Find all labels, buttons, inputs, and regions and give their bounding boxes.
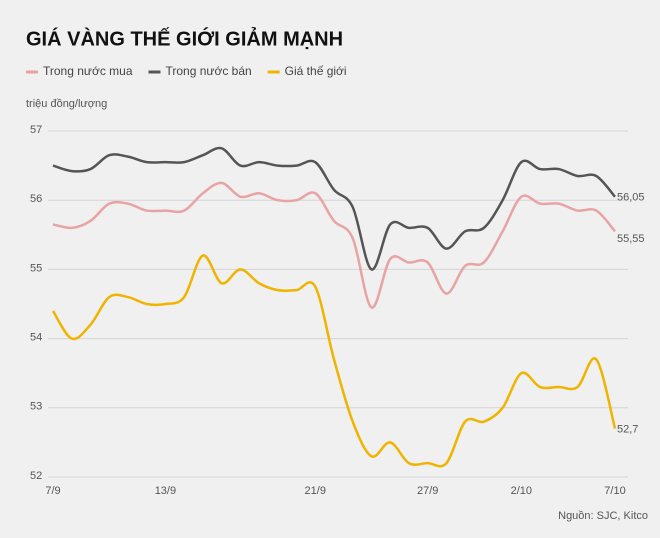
value-label: 56,05 bbox=[617, 192, 645, 204]
value-label: 52,7 bbox=[617, 423, 638, 435]
legend-label: Trong nước bán bbox=[166, 64, 252, 78]
value-label: 55,55 bbox=[617, 233, 645, 245]
x-tick-label: 27/9 bbox=[417, 485, 438, 497]
chart-title: GIÁ VÀNG THẾ GIỚI GIẢM MẠNH bbox=[26, 26, 343, 50]
x-tick-label: 13/9 bbox=[155, 485, 176, 497]
x-tick-label: 21/9 bbox=[305, 485, 326, 497]
y-axis-label: triệu đồng/lượng bbox=[26, 98, 107, 110]
legend-label: Trong nước mua bbox=[43, 64, 133, 78]
y-tick-label: 53 bbox=[30, 401, 42, 413]
y-tick-label: 52 bbox=[30, 470, 42, 482]
source: Nguồn: SJC, Kitco bbox=[558, 510, 648, 522]
y-tick-label: 55 bbox=[30, 262, 42, 274]
y-tick-label: 54 bbox=[30, 332, 42, 344]
x-tick-label: 2/10 bbox=[511, 485, 532, 497]
series-line bbox=[52, 146, 616, 271]
series-line bbox=[52, 181, 616, 309]
x-tick-label: 7/10 bbox=[604, 485, 625, 497]
series-line bbox=[51, 254, 617, 468]
legend-label: Giá thế giới bbox=[285, 64, 347, 78]
x-tick-label: 7/9 bbox=[45, 485, 60, 497]
y-tick-label: 56 bbox=[30, 193, 42, 205]
y-tick-label: 57 bbox=[30, 124, 42, 136]
